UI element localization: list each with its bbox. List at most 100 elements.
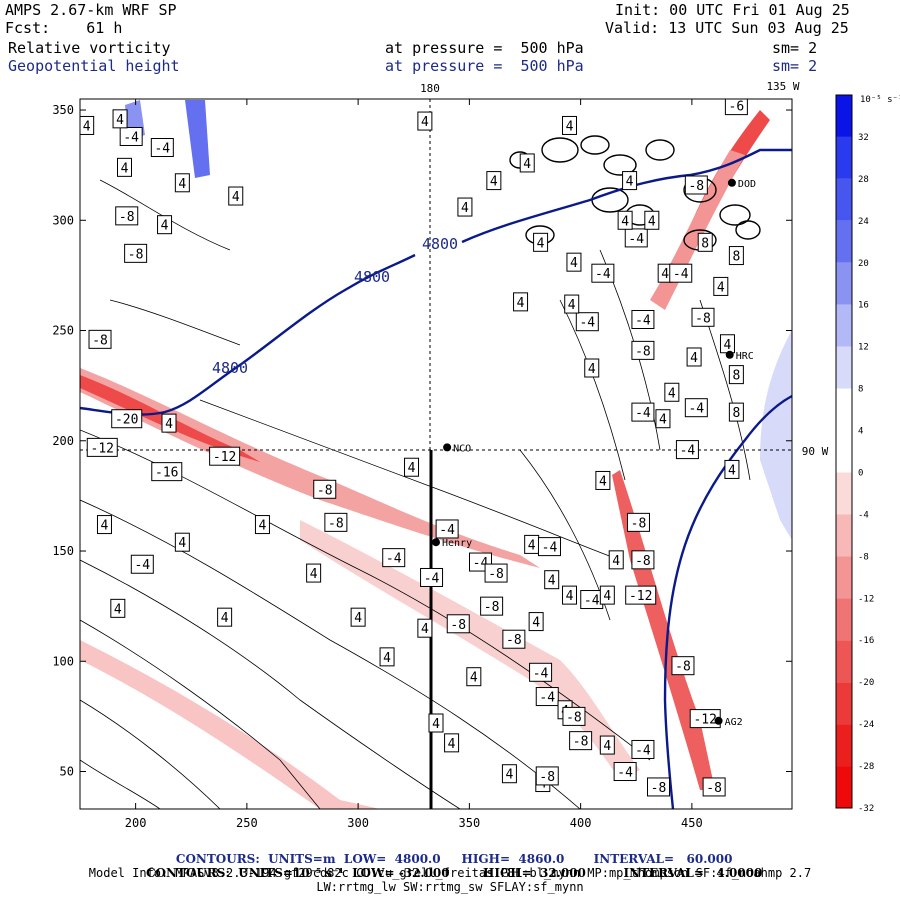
- contour-label-text: 4: [724, 338, 732, 353]
- contour-label-text: -4: [617, 766, 633, 781]
- contour-value-label: 4: [533, 232, 549, 252]
- contour-value-label: -4: [631, 402, 655, 422]
- colorbar-tick-label: -32: [858, 804, 874, 814]
- contour-label-text: -4: [635, 313, 651, 328]
- contour-label-box: [686, 347, 702, 367]
- contour-label-text: -12: [693, 713, 716, 728]
- contour-label-box: [697, 232, 713, 252]
- x-tick-label: 400: [570, 816, 592, 830]
- contour-label-text: 4: [690, 351, 698, 366]
- contour-label-text: 4: [461, 201, 469, 216]
- contour-label-text: -4: [533, 666, 549, 681]
- contour-value-label: 4: [306, 563, 322, 583]
- contour-label-text: -12: [629, 589, 652, 604]
- contour-label-text: 4: [612, 554, 620, 569]
- colorbar-segment: [836, 136, 852, 179]
- contour-label-text: 4: [568, 298, 576, 313]
- contour-value-label: -8: [671, 656, 695, 676]
- contour-label-text: 4: [310, 567, 318, 582]
- contour-label-text: -8: [450, 618, 466, 633]
- station-label: DOD: [738, 179, 756, 190]
- contour-label-box: [702, 777, 726, 797]
- contour-value-label: 4: [444, 733, 460, 753]
- colorbar-segment: [836, 766, 852, 808]
- contour-label-box: [647, 777, 670, 797]
- contour-value-label: 4: [254, 515, 270, 535]
- contour-label-text: -8: [317, 483, 333, 498]
- colorbar-tick-label: -16: [858, 636, 874, 646]
- contour-value-label: -8: [569, 731, 593, 751]
- contour-label-text: -4: [635, 743, 651, 758]
- contour-label-text: 4: [421, 115, 429, 130]
- contour-value-label: -4: [575, 312, 599, 332]
- contour-label-box: [444, 733, 460, 753]
- contour-label-text: -4: [542, 541, 558, 556]
- contour-label-text: 4: [728, 463, 736, 478]
- contour-label-box: [404, 457, 420, 477]
- contour-value-label: -4: [119, 126, 143, 146]
- lon-label-90w: 90 W: [802, 445, 829, 458]
- contour-label-box: [112, 109, 128, 129]
- contour-label-text: -4: [628, 232, 644, 247]
- contour-label-text: 4: [537, 236, 545, 251]
- contour-value-label: 4: [562, 585, 577, 605]
- contour-value-label: 4: [174, 173, 190, 193]
- contour-label-box: [599, 585, 615, 605]
- contour-label-box: [591, 263, 615, 283]
- contour-label-text: 4: [121, 161, 129, 176]
- colorbar-tick-label: -24: [858, 720, 874, 730]
- contour-value-label: -4: [669, 263, 693, 283]
- x-tick-label: 250: [236, 816, 258, 830]
- contour-value-label: -8: [684, 175, 708, 195]
- contour-value-label: 4: [174, 532, 190, 552]
- contour-value-label: -6: [724, 99, 748, 116]
- field1-smoothing: sm= 2: [772, 39, 818, 57]
- contour-label-box: [566, 252, 582, 272]
- contour-label-text: 4: [566, 589, 574, 604]
- contour-value-label: 4: [562, 115, 577, 135]
- contour-value-label: -4: [150, 138, 174, 158]
- contour-value-label: 8: [728, 365, 744, 385]
- contour-value-label: -8: [502, 629, 526, 649]
- contour-label-text: -12: [213, 450, 236, 465]
- contour-label-box: [675, 440, 699, 460]
- contour-label-box: [684, 398, 708, 418]
- contour-value-label: -12: [209, 446, 241, 466]
- contour-value-label: -8: [124, 243, 148, 263]
- colorbar-segment: [836, 304, 852, 347]
- contour-label-text: 4: [648, 214, 656, 229]
- contour-label-text: 8: [701, 236, 709, 251]
- contour-label-box: [533, 232, 549, 252]
- contour-label-box: [228, 186, 244, 206]
- contour-value-label: 4: [466, 667, 482, 687]
- contour-label-text: 4: [490, 175, 498, 190]
- lon-label-135w: 135 W: [766, 80, 799, 93]
- colorbar-segment: [836, 598, 852, 641]
- contour-value-label: -4: [624, 228, 648, 248]
- contour-value-label: -8: [647, 777, 670, 797]
- station-label: AG2: [725, 717, 743, 728]
- contour-label-text: 4: [566, 119, 574, 134]
- contour-value-label: -8: [446, 614, 470, 634]
- contour-value-label: 8: [728, 246, 744, 266]
- contour-value-label: -4: [613, 762, 637, 782]
- contour-value-label: -8: [484, 563, 508, 583]
- contour-label-text: 4: [659, 413, 667, 428]
- contour-value-label: -4: [420, 567, 444, 587]
- contour-label-text: -4: [154, 142, 170, 157]
- footer-model-info: Model Info: MPASv8.2.3-194-gf29cd82c CU:…: [88, 866, 812, 880]
- contour-label-text: 4: [408, 461, 416, 476]
- contour-label-text: -4: [673, 267, 689, 282]
- contour-value-label: 4: [80, 115, 95, 135]
- contour-value-label: 4: [161, 413, 177, 433]
- colorbar-tick-label: 4: [858, 427, 863, 437]
- contour-label-box: [217, 607, 233, 627]
- contour-value-label: -8: [535, 766, 559, 786]
- contour-value-label: 4: [544, 570, 560, 590]
- contour-label-text: -8: [484, 600, 500, 615]
- contour-label-box: [80, 115, 95, 135]
- contour-value-label: -4: [535, 687, 559, 707]
- contour-value-label: -8: [631, 550, 655, 570]
- contour-value-label: -12: [86, 437, 118, 457]
